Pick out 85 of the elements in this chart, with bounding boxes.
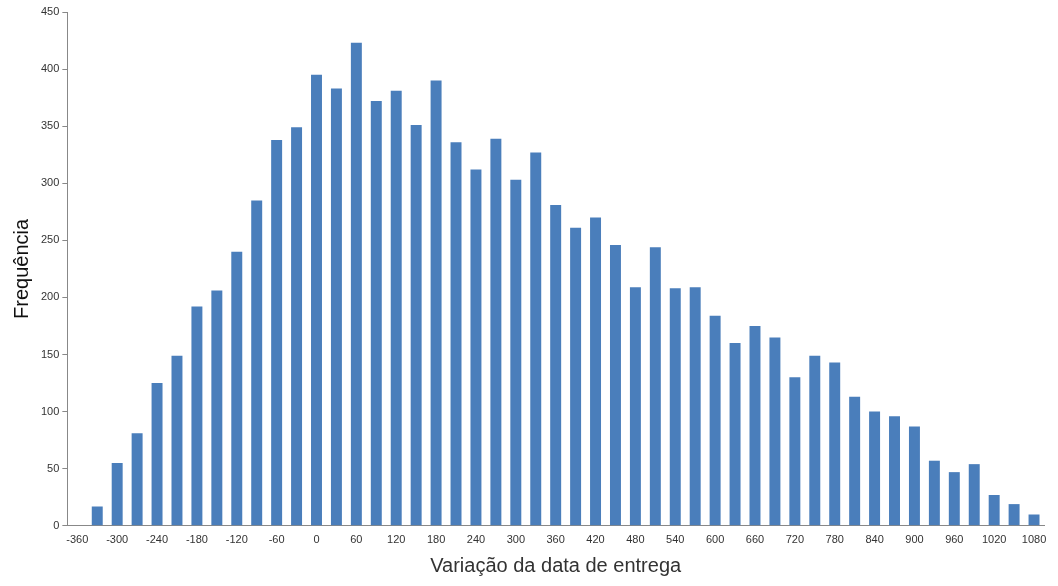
bar [251,200,263,526]
y-tick-label: 350 [40,119,60,132]
x-tick-label: -240 [146,533,169,546]
y-tick-label: 0 [53,518,60,531]
bar [151,383,163,526]
x-axis-title: Variação da data de entrega [430,553,683,576]
bar [869,411,881,526]
x-tick-label: 300 [506,533,525,546]
x-tick-label: 1020 [981,533,1007,546]
y-axis-title: Frequência [9,218,32,319]
x-tick-label: 120 [387,533,406,546]
y-tick-label: 450 [40,5,60,18]
x-tick-label: 960 [945,533,964,546]
bar [550,204,562,526]
bar [649,247,661,526]
x-tick-label: 240 [466,533,486,546]
y-tick-label: 150 [40,347,60,360]
bar [729,343,741,526]
bar [430,80,442,526]
x-tick-label: 540 [666,533,685,546]
bar [1028,514,1040,526]
bar [1008,504,1020,526]
bar [669,288,681,526]
bar [211,290,223,526]
bar [609,244,621,526]
x-tick-label: 660 [745,533,765,546]
x-tick-label: 600 [705,533,725,546]
bar [749,325,761,526]
bar [809,355,821,526]
bar [91,506,103,526]
bar [789,377,801,526]
x-tick-label: 840 [865,533,884,546]
x-tick-label: 420 [586,533,605,546]
bar [908,426,920,526]
bar [131,433,143,526]
bar [629,287,641,526]
bar [968,464,980,526]
bar [510,179,522,526]
x-tick-label: 360 [546,533,565,546]
bar [410,125,422,526]
x-tick-label: -120 [225,533,248,546]
bar [370,101,382,526]
x-tick-label: 780 [825,533,844,546]
bar [311,74,322,526]
x-tick-label: 60 [350,533,363,546]
x-tick-label: -300 [106,533,129,546]
bar [769,337,781,526]
bar [709,315,721,526]
x-tick-label: -360 [66,533,89,546]
bar [350,42,362,526]
bar [291,127,303,526]
bar [849,396,861,526]
y-tick-label: 200 [40,290,60,303]
bar [889,416,900,526]
bar [191,306,203,526]
x-tick-label: -60 [268,533,285,546]
bar [590,217,602,526]
bar [689,287,701,526]
bar [390,90,402,526]
y-tick-label: 300 [40,176,60,189]
x-tick-label: 480 [626,533,645,546]
y-tick-label: 400 [40,62,60,75]
x-tick-label: -180 [185,533,208,546]
bar [928,460,940,526]
bar [988,494,1000,526]
bar [330,88,342,526]
bar [171,355,183,526]
y-tick-label: 50 [47,461,60,474]
x-tick-label: 1080 [1021,533,1047,546]
bar [490,138,502,526]
bar [829,362,841,526]
x-tick-label: 900 [905,533,924,546]
bar [111,463,123,526]
y-tick-label: 100 [40,404,60,417]
y-tick-label: 250 [40,233,60,246]
x-tick-label: 720 [785,533,805,546]
x-tick-label: 180 [426,533,446,546]
bar [271,139,283,526]
bar [470,169,482,526]
bar [530,152,542,526]
bar [450,142,462,526]
x-tick-label: 0 [313,533,320,546]
bar [948,472,960,526]
bar [231,251,243,526]
bar [570,227,582,526]
